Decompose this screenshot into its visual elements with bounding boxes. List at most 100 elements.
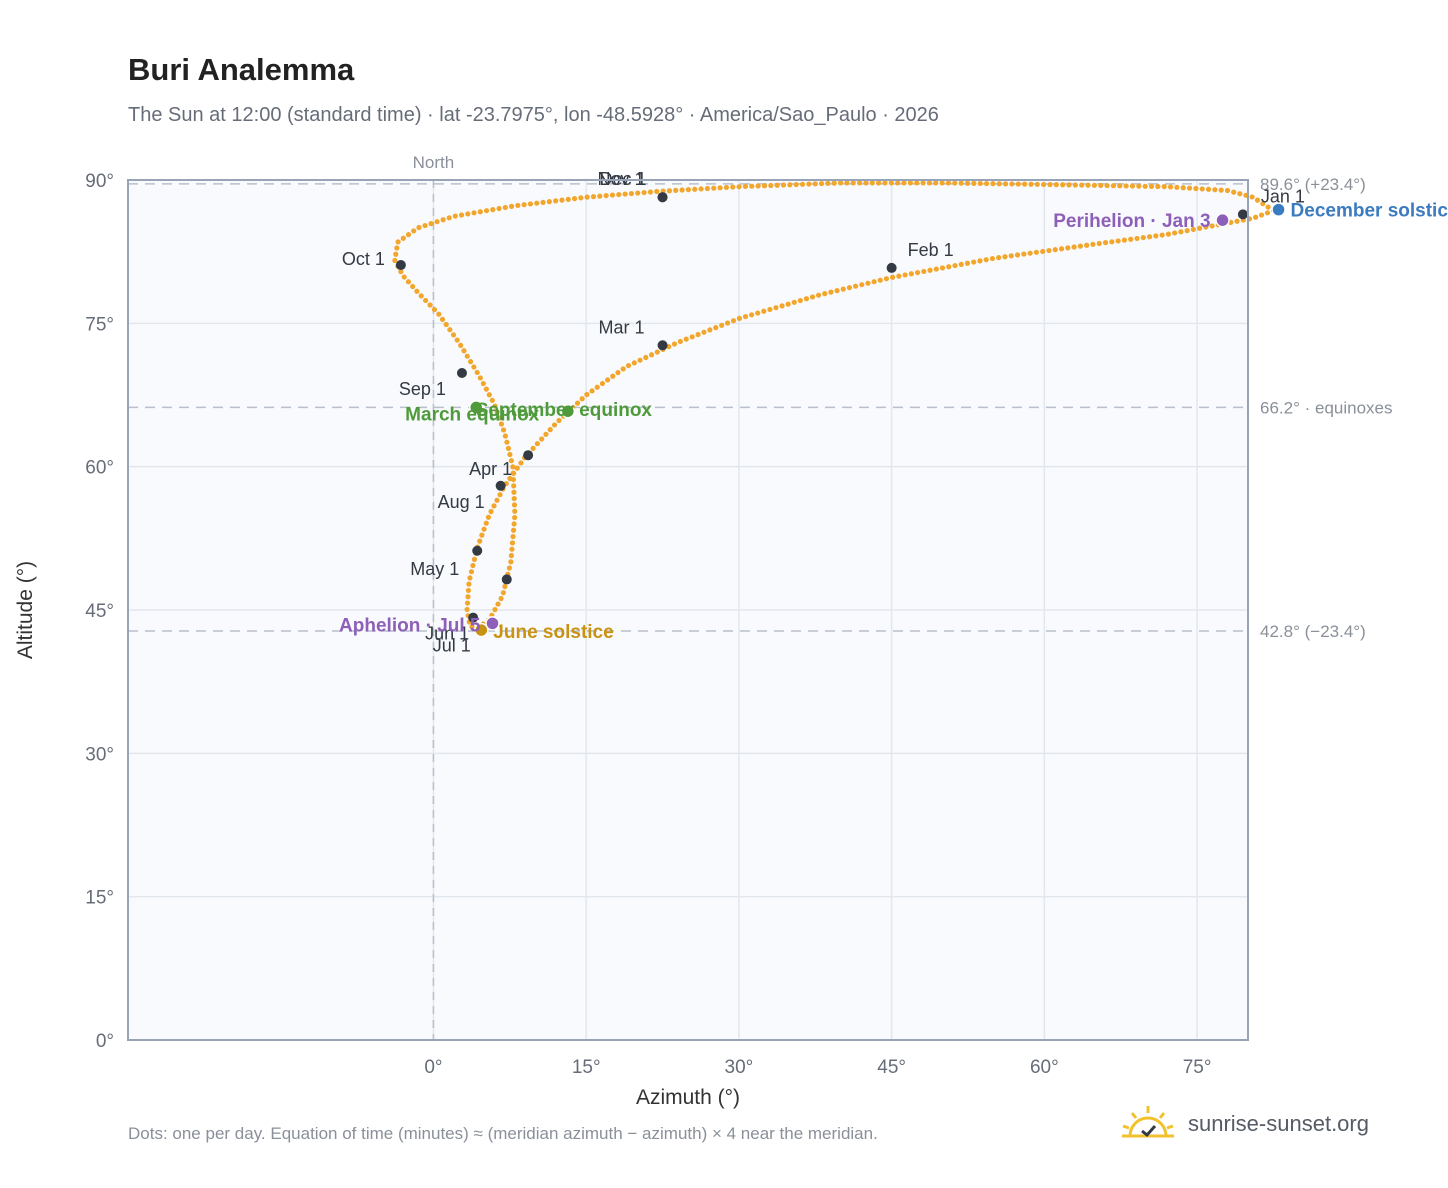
month-marker-dot: [657, 340, 668, 351]
analemma-day-dot: [933, 180, 939, 186]
analemma-day-dot: [428, 221, 434, 227]
analemma-day-dot: [717, 185, 723, 191]
analemma-day-dot: [977, 180, 983, 187]
analemma-day-dot: [1110, 183, 1117, 189]
analemma-day-dot: [779, 303, 785, 309]
analemma-day-dot: [654, 349, 660, 355]
analemma-day-dot: [791, 299, 797, 305]
event-marker-dot: [1271, 202, 1286, 217]
analemma-day-dot: [464, 353, 470, 359]
analemma-day-dot: [512, 514, 518, 521]
analemma-day-dot: [1140, 234, 1146, 241]
analemma-day-dot: [1002, 181, 1009, 187]
analemma-day-dot: [793, 181, 799, 188]
plot-frame: [127, 179, 1249, 1041]
analemma-day-dot: [539, 436, 545, 442]
analemma-day-dot: [920, 180, 926, 186]
reference-line-label: 42.8° (−23.4°): [1260, 622, 1366, 641]
analemma-day-dot: [474, 369, 480, 376]
analemma-day-dot: [846, 285, 853, 291]
analemma-day-dot: [755, 310, 761, 316]
analemma-day-dot: [1090, 241, 1096, 247]
analemma-day-dot: [490, 207, 496, 213]
y-tick-label: 0°: [96, 1031, 114, 1052]
analemma-day-dot: [431, 306, 438, 313]
analemma-day-dot: [534, 200, 540, 206]
analemma-day-dot: [546, 199, 552, 205]
analemma-day-dot: [1155, 183, 1161, 190]
analemma-day-dot: [1178, 229, 1184, 235]
analemma-day-dot: [498, 421, 505, 427]
analemma-day-dot: [590, 194, 597, 200]
analemma-day-dot: [507, 475, 513, 482]
analemma-day-dot: [1027, 250, 1033, 256]
analemma-day-dot: [767, 306, 773, 313]
analemma-day-dot: [1180, 185, 1186, 191]
analemma-day-dot: [666, 188, 673, 194]
analemma-day-dot: [939, 180, 945, 186]
analemma-day-dot: [773, 305, 779, 311]
analemma-day-dot: [677, 338, 683, 345]
analemma-day-dot: [495, 601, 501, 607]
analemma-day-dot: [1117, 183, 1123, 189]
analemma-day-dot: [483, 520, 489, 526]
analemma-day-dot: [1190, 226, 1196, 233]
analemma-day-dot: [481, 526, 487, 532]
analemma-day-dot: [643, 354, 649, 361]
month-label: Aug 1: [438, 492, 485, 512]
chart-title: Buri Analemma: [128, 52, 355, 87]
analemma-day-dot: [405, 279, 412, 285]
event-label: Perihelion · Jan 3: [1053, 211, 1210, 232]
analemma-day-dot: [1021, 251, 1027, 257]
analemma-day-dot: [486, 392, 492, 398]
analemma-day-dot: [723, 184, 730, 191]
analemma-day-dot: [496, 205, 502, 212]
brand-logo[interactable]: sunrise-sunset.org: [1120, 1102, 1369, 1146]
analemma-day-dot: [510, 464, 516, 470]
analemma-day-dot: [1165, 231, 1172, 237]
analemma-day-dot: [871, 279, 877, 285]
analemma-day-dot: [511, 489, 517, 495]
analemma-day-dot: [896, 273, 902, 279]
analemma-day-dot: [685, 187, 692, 193]
analemma-day-dot: [502, 433, 509, 439]
analemma-day-dot: [571, 196, 578, 202]
analemma-day-dot: [698, 186, 704, 192]
analemma-day-dot: [510, 527, 517, 533]
analemma-day-dot: [1121, 237, 1128, 243]
analemma-day-dot: [1046, 247, 1052, 254]
month-marker-dot: [523, 450, 534, 461]
analemma-day-dot: [1199, 186, 1205, 192]
month-marker-dot: [395, 260, 406, 271]
analemma-day-dot: [806, 181, 812, 187]
event-marker-dot: [560, 403, 576, 419]
analemma-day-dot: [1102, 240, 1109, 246]
analemma-day-dot: [1260, 201, 1266, 207]
analemma-day-dot: [1040, 248, 1046, 255]
analemma-day-dot: [749, 312, 755, 318]
analemma-day-dot: [393, 251, 399, 257]
footnote: Dots: one per day. Equation of time (min…: [128, 1124, 878, 1143]
analemma-day-dot: [1084, 242, 1090, 248]
analemma-day-dot: [1066, 182, 1072, 188]
analemma-day-dot: [1265, 204, 1271, 210]
analemma-day-dot: [648, 352, 655, 358]
analemma-day-dot: [1186, 185, 1193, 191]
analemma-day-dot: [983, 257, 989, 263]
analemma-day-dot: [507, 451, 513, 458]
analemma-day-dot: [467, 575, 473, 581]
analemma-day-dot: [458, 342, 464, 348]
analemma-day-dot: [707, 327, 713, 333]
analemma-day-dot: [559, 197, 565, 203]
analemma-day-dot: [1128, 236, 1134, 242]
analemma-day-dot: [483, 386, 489, 392]
analemma-day-dot: [926, 180, 933, 186]
analemma-day-dot: [840, 286, 846, 292]
analemma-day-dot: [933, 266, 939, 272]
analemma-day-dot: [1115, 238, 1121, 244]
analemma-day-dot: [1041, 181, 1047, 188]
analemma-day-dot: [828, 289, 834, 295]
analemma-day-dot: [1205, 186, 1212, 192]
analemma-day-dot: [470, 562, 476, 569]
